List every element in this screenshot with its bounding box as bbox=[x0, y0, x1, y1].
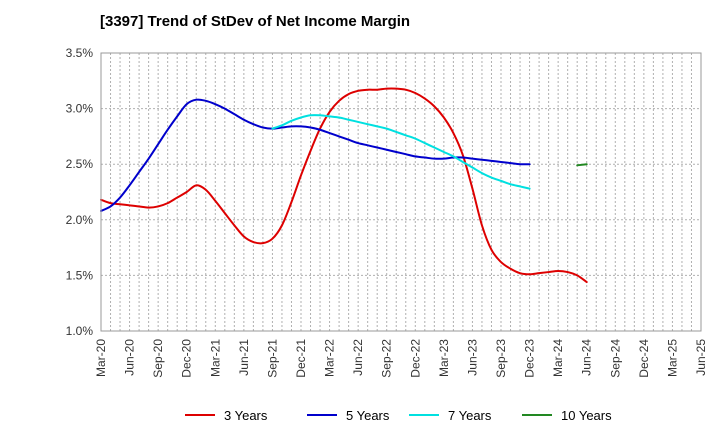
legend-label-7-years: 7 Years bbox=[448, 408, 492, 423]
series-line-7-years bbox=[271, 114, 531, 190]
y-tick-label: 1.0% bbox=[66, 324, 94, 338]
y-tick-label: 2.5% bbox=[66, 157, 94, 171]
y-tick-label: 3.5% bbox=[66, 46, 94, 60]
x-tick-label: Mar-24 bbox=[551, 339, 565, 377]
series-line-3-years bbox=[100, 87, 588, 284]
y-tick-label: 1.5% bbox=[66, 268, 94, 282]
y-tick-label: 2.0% bbox=[66, 213, 94, 227]
x-tick-label: Mar-20 bbox=[94, 339, 108, 377]
x-tick-label: Jun-24 bbox=[580, 339, 594, 376]
x-tick-label: Mar-23 bbox=[437, 339, 451, 377]
x-tick-label: Mar-21 bbox=[208, 339, 222, 377]
x-tick-label: Dec-21 bbox=[294, 339, 308, 378]
x-tick-label: Sep-23 bbox=[494, 339, 508, 378]
x-tick-label: Sep-20 bbox=[151, 339, 165, 378]
x-tick-label: Jun-25 bbox=[694, 339, 708, 376]
x-tick-label: Jun-23 bbox=[465, 339, 479, 376]
x-tick-label: Sep-21 bbox=[265, 339, 279, 378]
x-tick-label: Dec-24 bbox=[637, 339, 651, 378]
series-line-10-years bbox=[576, 163, 588, 167]
x-tick-label: Jun-22 bbox=[351, 339, 365, 376]
grid bbox=[101, 53, 701, 331]
plot-border bbox=[100, 52, 702, 332]
legend-label-5-years: 5 Years bbox=[346, 408, 390, 423]
legend: 3 Years 5 Years 7 Years 10 Years bbox=[185, 408, 612, 423]
x-tick-label: Dec-22 bbox=[408, 339, 422, 378]
legend-label-10-years: 10 Years bbox=[561, 408, 612, 423]
x-tick-label: Mar-25 bbox=[665, 339, 679, 377]
series-line-5-years bbox=[100, 98, 531, 212]
x-tick-label: Jun-21 bbox=[237, 339, 251, 376]
y-tick-label: 3.0% bbox=[66, 102, 94, 116]
x-tick-label: Dec-20 bbox=[180, 339, 194, 378]
x-tick-label: Sep-24 bbox=[608, 339, 622, 378]
y-axis: 1.0% 1.5% 2.0% 2.5% 3.0% 3.5% bbox=[66, 46, 94, 338]
x-tick-label: Sep-22 bbox=[380, 339, 394, 378]
x-tick-label: Dec-23 bbox=[523, 339, 537, 378]
legend-label-3-years: 3 Years bbox=[224, 408, 268, 423]
x-tick-label: Mar-22 bbox=[323, 339, 337, 377]
x-axis: Mar-20 Jun-20 Sep-20 Dec-20 Mar-21 Jun-21 Sep-… bbox=[94, 339, 708, 378]
chart-title: [3397] Trend of StDev of Net Income Marg… bbox=[100, 13, 410, 30]
x-tick-label: Jun-20 bbox=[123, 339, 137, 376]
series-group bbox=[100, 87, 588, 284]
